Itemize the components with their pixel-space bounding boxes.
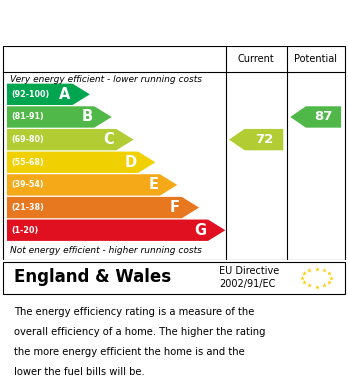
Text: overall efficiency of a home. The higher the rating: overall efficiency of a home. The higher… (14, 327, 266, 337)
Text: lower the fuel bills will be.: lower the fuel bills will be. (14, 367, 145, 377)
Text: The energy efficiency rating is a measure of the: The energy efficiency rating is a measur… (14, 307, 254, 317)
Text: F: F (170, 200, 180, 215)
Polygon shape (290, 106, 341, 127)
Text: C: C (104, 132, 114, 147)
Text: (1-20): (1-20) (11, 226, 38, 235)
Text: A: A (60, 87, 71, 102)
Text: B: B (81, 109, 93, 124)
Text: Energy Efficiency Rating: Energy Efficiency Rating (10, 18, 232, 33)
Text: EU Directive
2002/91/EC: EU Directive 2002/91/EC (219, 266, 279, 289)
Text: England & Wales: England & Wales (14, 268, 171, 286)
Text: Current: Current (238, 54, 275, 64)
Polygon shape (7, 219, 226, 241)
Text: (92-100): (92-100) (11, 90, 49, 99)
Text: 87: 87 (314, 111, 333, 124)
Text: D: D (124, 155, 136, 170)
Polygon shape (229, 129, 283, 150)
Text: (21-38): (21-38) (11, 203, 44, 212)
Polygon shape (7, 197, 199, 218)
Text: Potential: Potential (294, 54, 337, 64)
Text: Not energy efficient - higher running costs: Not energy efficient - higher running co… (10, 246, 202, 255)
Text: (55-68): (55-68) (11, 158, 44, 167)
Polygon shape (7, 174, 177, 196)
Text: the more energy efficient the home is and the: the more energy efficient the home is an… (14, 347, 245, 357)
Polygon shape (7, 106, 112, 127)
Text: (69-80): (69-80) (11, 135, 44, 144)
Polygon shape (7, 152, 156, 173)
Text: (39-54): (39-54) (11, 180, 44, 189)
Text: (81-91): (81-91) (11, 113, 44, 122)
Text: 72: 72 (255, 133, 273, 146)
Polygon shape (7, 84, 90, 105)
Text: Very energy efficient - lower running costs: Very energy efficient - lower running co… (10, 75, 203, 84)
Text: G: G (194, 223, 206, 238)
Polygon shape (7, 129, 134, 150)
Text: E: E (148, 178, 158, 192)
